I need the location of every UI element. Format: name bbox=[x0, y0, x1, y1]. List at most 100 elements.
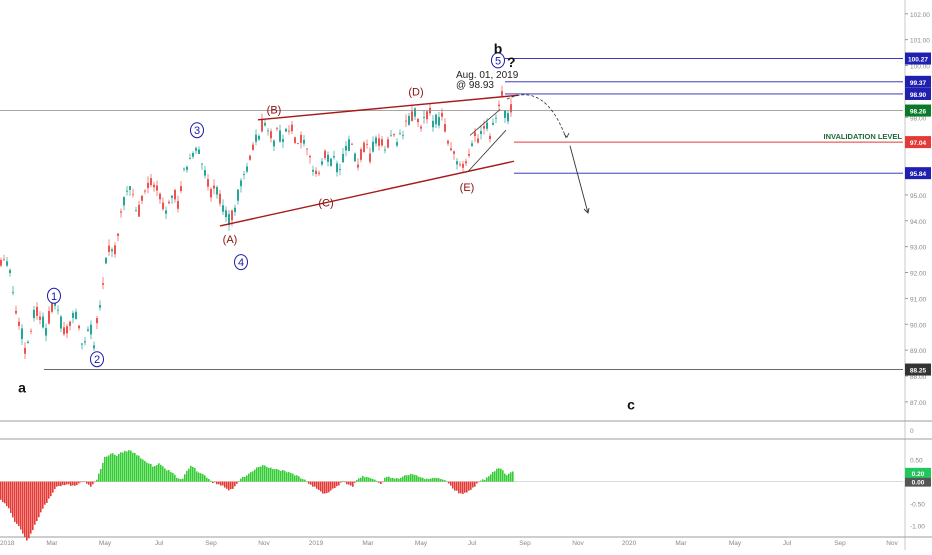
osc-bar bbox=[112, 453, 114, 482]
candle bbox=[360, 147, 362, 163]
candle-body bbox=[438, 117, 440, 126]
candle-body bbox=[321, 161, 323, 165]
osc-bar bbox=[324, 481, 326, 494]
price-level-tags[interactable]: 100.27 99.37 98.90 98.26 97.04 95.84 88.25 0.00… bbox=[905, 52, 931, 487]
osc-bar bbox=[276, 469, 278, 482]
candle-body bbox=[258, 135, 260, 140]
candle-body bbox=[276, 127, 278, 129]
osc-bar bbox=[464, 481, 466, 493]
osc-bar bbox=[388, 476, 390, 482]
candle bbox=[24, 342, 26, 360]
level-tag-98.90[interactable]: 98.90 bbox=[905, 87, 931, 100]
y-tick-label: 100.00 bbox=[910, 64, 930, 71]
osc-bar bbox=[158, 463, 160, 482]
candle-body bbox=[198, 149, 200, 154]
osc-bar bbox=[60, 481, 62, 487]
candle-body bbox=[177, 200, 179, 209]
oscillator-panel bbox=[0, 450, 903, 541]
candle-body bbox=[387, 139, 389, 148]
candle bbox=[390, 129, 392, 137]
candle bbox=[216, 185, 218, 199]
candle-body bbox=[501, 91, 503, 96]
osc-bar bbox=[412, 474, 414, 482]
osc-bar bbox=[356, 479, 358, 482]
candle bbox=[180, 181, 182, 194]
osc-bar bbox=[10, 481, 12, 513]
osc-bar bbox=[56, 481, 58, 487]
level-tag-97.04[interactable]: 97.04 bbox=[905, 136, 931, 149]
osc-bar bbox=[2, 481, 4, 503]
candle bbox=[495, 113, 497, 124]
osc-bar bbox=[162, 466, 164, 482]
osc-bar bbox=[24, 481, 26, 538]
osc-bar bbox=[114, 454, 116, 482]
y-tick-label: 101.00 bbox=[910, 38, 930, 45]
osc-bar bbox=[70, 481, 72, 486]
candle bbox=[285, 127, 287, 133]
level-tag-98.26[interactable]: 98.26 bbox=[905, 104, 931, 117]
candle bbox=[510, 98, 512, 117]
osc-bar bbox=[490, 474, 492, 482]
level-tag-99.37[interactable]: 99.37 bbox=[905, 75, 931, 88]
candle bbox=[18, 317, 20, 330]
candle-body bbox=[132, 193, 134, 195]
osc-bar bbox=[470, 481, 472, 490]
candle bbox=[426, 111, 428, 124]
y-tick-label: 93.00 bbox=[910, 245, 927, 252]
candle-body bbox=[186, 166, 188, 170]
osc-bar bbox=[350, 481, 352, 486]
osc-bar bbox=[444, 480, 446, 482]
osc-bar bbox=[146, 462, 148, 482]
osc-bar bbox=[148, 463, 150, 482]
candle bbox=[255, 129, 257, 146]
level-tag-100.27[interactable]: 100.27 bbox=[905, 52, 931, 65]
candle-body bbox=[69, 321, 71, 326]
level-tag-text: 100.27 bbox=[908, 57, 928, 64]
candle-body bbox=[120, 211, 122, 213]
candle-body bbox=[447, 140, 449, 144]
candle-body bbox=[372, 141, 374, 152]
osc-bar bbox=[44, 481, 46, 505]
osc-bar bbox=[268, 468, 270, 482]
candle-body bbox=[348, 139, 350, 151]
osc-bar bbox=[396, 478, 398, 482]
candle-body bbox=[30, 330, 32, 332]
candle-body bbox=[117, 233, 119, 236]
osc-bar bbox=[284, 470, 286, 482]
candle bbox=[87, 325, 89, 333]
osc-bar bbox=[370, 478, 372, 482]
candle-body bbox=[180, 186, 182, 192]
x-tick-label: Sep bbox=[834, 540, 846, 547]
osc-bar bbox=[18, 481, 20, 527]
candle-body bbox=[45, 328, 47, 336]
osc-bar bbox=[390, 478, 392, 482]
osc-bar bbox=[234, 481, 236, 487]
candle-body bbox=[444, 124, 446, 132]
osc-bar bbox=[198, 472, 200, 482]
level-tag-88.25[interactable]: 88.25 bbox=[905, 363, 931, 376]
candle bbox=[288, 125, 290, 135]
osc-bar bbox=[200, 473, 202, 482]
osc-bar bbox=[508, 473, 510, 482]
osc-bar bbox=[266, 466, 268, 482]
candle bbox=[186, 165, 188, 173]
lower-trendline bbox=[219, 160, 515, 227]
osc-bar bbox=[510, 472, 512, 482]
candle bbox=[396, 138, 398, 148]
osc-bar bbox=[216, 481, 218, 485]
osc-bar bbox=[26, 481, 28, 541]
level-tag-95.84[interactable]: 95.84 bbox=[905, 167, 931, 180]
x-tick-label: May bbox=[729, 540, 742, 547]
osc-bar bbox=[500, 468, 502, 482]
osc-bar bbox=[374, 479, 376, 482]
osc-bar bbox=[154, 466, 156, 482]
osc-tick-label: -0.50 bbox=[910, 502, 925, 509]
candle-body bbox=[411, 111, 413, 121]
osc-bar bbox=[170, 472, 172, 482]
candle-body bbox=[225, 210, 227, 218]
osc-bar bbox=[264, 465, 266, 482]
candle-body bbox=[9, 270, 11, 274]
osc-bar bbox=[282, 469, 284, 482]
osc-bar bbox=[72, 481, 74, 486]
